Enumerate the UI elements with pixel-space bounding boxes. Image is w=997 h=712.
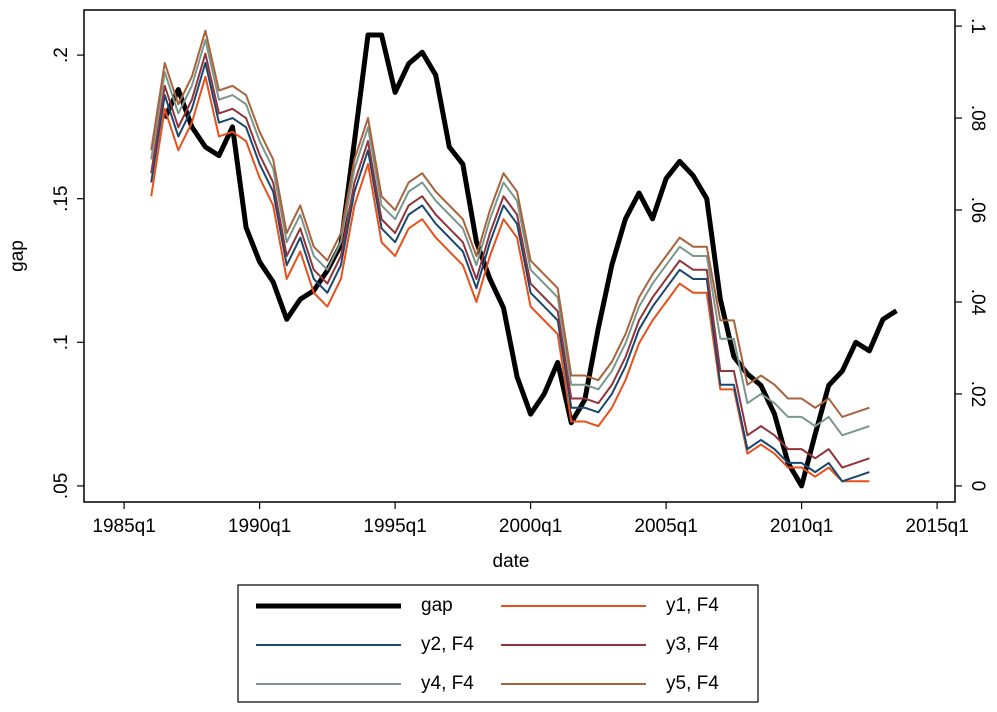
series-line [150, 75, 870, 483]
x-tick-label: 1995q1 [363, 516, 426, 537]
y-tick-label: .2 [51, 47, 72, 63]
plot-frame [83, 9, 956, 503]
y-tick-label: .15 [51, 185, 72, 211]
series-line [150, 38, 870, 437]
legend-label: y2, F4 [421, 634, 474, 655]
series-line [162, 32, 898, 489]
legend-label: y1, F4 [666, 595, 719, 616]
series-line [150, 61, 870, 483]
series-line [150, 29, 870, 418]
x-tick-label: 2010q1 [770, 516, 833, 537]
y-tick-label: .1 [51, 334, 72, 350]
y2-tick-label: .02 [967, 381, 988, 407]
x-tick-label: 2005q1 [634, 516, 697, 537]
y2-tick-label: .04 [967, 289, 988, 316]
x-tick-label: 2000q1 [499, 516, 562, 537]
y2-tick-label: .1 [967, 18, 988, 34]
y2-tick-label: .06 [967, 197, 988, 223]
legend-label: y3, F4 [666, 634, 719, 655]
x-tick-label: 1985q1 [92, 516, 155, 537]
series-line [150, 52, 870, 469]
legend-label: y5, F4 [666, 673, 719, 694]
x-tick-label: 1990q1 [228, 516, 291, 537]
y-tick-label: .05 [51, 473, 72, 499]
x-tick-label: 2015q1 [905, 516, 968, 537]
y-axis-label: gap [7, 240, 28, 272]
x-axis-label: date [493, 551, 530, 572]
y2-tick-label: .08 [967, 105, 988, 131]
legend-label: gap [421, 595, 453, 616]
legend-label: y4, F4 [421, 673, 474, 694]
y2-tick-label: 0 [967, 481, 988, 492]
